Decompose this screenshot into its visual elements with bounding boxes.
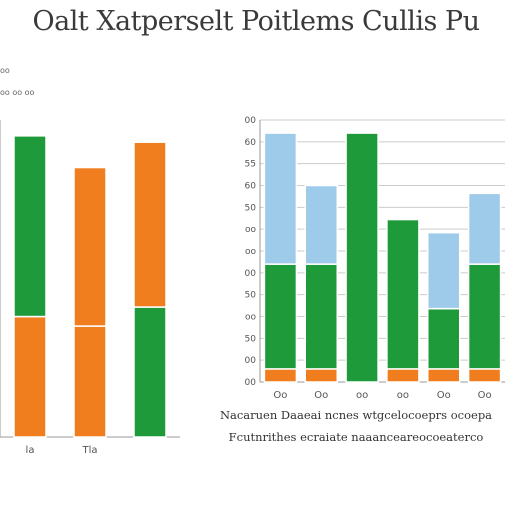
- bar-segment: [13, 315, 47, 438]
- bar-segment: [386, 368, 420, 383]
- x-tick-label: oo: [356, 390, 368, 401]
- legend-label-2: oo oo oo: [0, 88, 35, 97]
- y-tick-label: 00: [245, 269, 257, 279]
- bar-segment: [467, 263, 502, 370]
- bar-segment: [73, 166, 107, 327]
- y-tick-label: 00: [245, 116, 257, 126]
- right-stacked-bar-chart: 00 00 50 oo 50 00 oo oo 50 60 55 60 00 Oo Oo oo oo Oo Oo: [245, 116, 505, 401]
- bar-segment: [304, 263, 338, 370]
- y-tick-label: 00: [245, 356, 257, 366]
- bar-segment: [467, 368, 502, 383]
- x-tick-label: Oo: [273, 390, 287, 401]
- bar-segment: [427, 231, 461, 310]
- y-tick-label: 60: [245, 138, 257, 148]
- chart-title: Oalt Xatperselt Poitlems Cullis Pu: [32, 6, 480, 37]
- x-tick-label: Oo: [437, 390, 451, 401]
- bar-segment: [13, 135, 47, 318]
- bar-segment: [263, 368, 298, 383]
- y-tick-label: 50: [245, 334, 257, 344]
- bar-segment: [263, 263, 298, 370]
- legend-label-1: oo: [0, 66, 10, 75]
- y-tick-label: 55: [245, 160, 256, 170]
- bar-segment: [133, 306, 167, 438]
- caption-line-1: Nacaruen Daaeai ncnes wtgcelocoeprs ocoe…: [219, 408, 493, 422]
- caption-line-2: Fcutnrithes ecraiate naaanceareocoeaterc…: [228, 430, 484, 444]
- bar-segment: [467, 192, 502, 265]
- y-tick-label: 00: [245, 378, 257, 388]
- bar-segment: [304, 368, 338, 383]
- y-tick-label: oo: [245, 313, 257, 323]
- y-tick-label: 60: [245, 182, 257, 192]
- y-tick-label: oo: [245, 247, 257, 257]
- bar-segment: [133, 141, 167, 308]
- bar-segment: [263, 132, 298, 265]
- x-tick-label: la: [26, 445, 35, 456]
- x-tick-label: Oo: [478, 390, 492, 401]
- bar-segment: [73, 325, 107, 438]
- bar-segment: [304, 184, 338, 265]
- bar-segment: [427, 307, 461, 370]
- bar-segment: [427, 368, 461, 383]
- left-stacked-bar-chart: la Tla: [0, 120, 180, 456]
- bar-segment: [386, 218, 420, 370]
- x-tick-label: Oo: [314, 390, 328, 401]
- y-tick-label: oo: [245, 225, 257, 235]
- x-tick-label: oo: [397, 390, 409, 401]
- bar-segment: [345, 132, 379, 383]
- x-tick-label: Tla: [81, 445, 97, 456]
- y-tick-label: 50: [245, 291, 257, 301]
- y-tick-label: 50: [245, 203, 257, 213]
